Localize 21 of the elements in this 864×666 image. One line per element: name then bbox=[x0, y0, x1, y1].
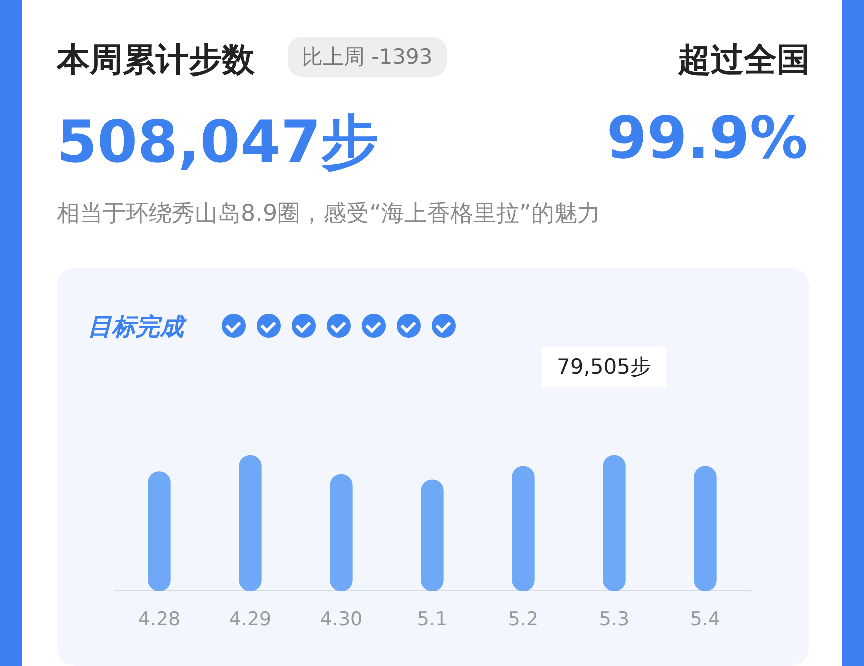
bar bbox=[603, 455, 626, 592]
x-tick-label: 5.3 bbox=[599, 608, 630, 631]
text: 79,505步 bbox=[542, 347, 666, 387]
bar bbox=[421, 480, 444, 592]
bar bbox=[694, 466, 717, 592]
x-tick-label: 5.1 bbox=[417, 608, 448, 631]
bar bbox=[330, 474, 353, 592]
x-tick-label: 4.29 bbox=[229, 608, 272, 631]
x-tick-label: 4.28 bbox=[138, 608, 181, 631]
x-tick-label: 4.30 bbox=[320, 608, 363, 631]
x-tick-label: 5.4 bbox=[690, 608, 721, 631]
chart-title: 本周累计步数 bbox=[57, 39, 255, 81]
bar bbox=[512, 466, 535, 592]
bar bbox=[148, 472, 171, 592]
x-tick-label: 5.2 bbox=[508, 608, 539, 631]
text: 相当于环绕秀山岛8.9圈，感受“海上香格里拉”的魅力 bbox=[57, 200, 600, 229]
bar bbox=[239, 455, 262, 592]
text: 比上周 -1393 bbox=[288, 37, 447, 77]
text: 508,047步 bbox=[57, 107, 380, 178]
text: 超过全国 bbox=[678, 39, 810, 81]
text: 99.9% bbox=[606, 104, 808, 172]
